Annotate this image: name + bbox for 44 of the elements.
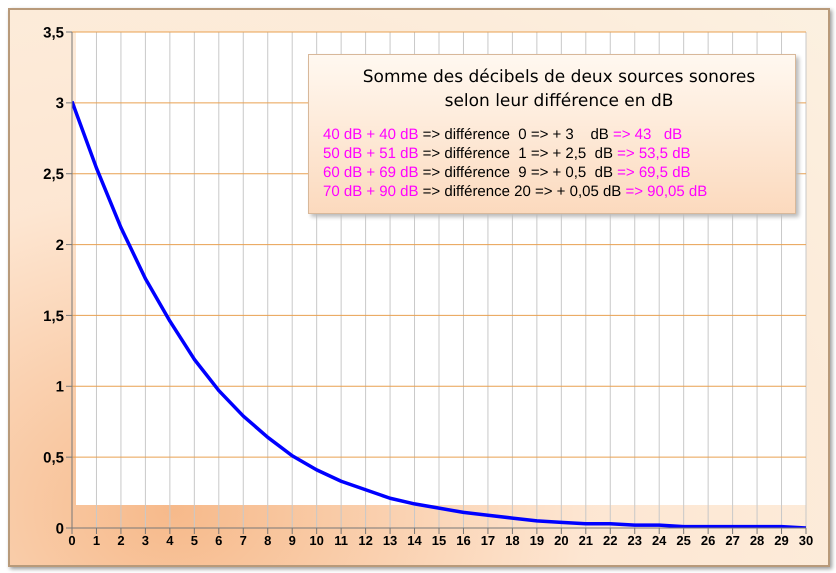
x-tick-label: 5 (190, 533, 198, 548)
x-tick-label: 19 (530, 533, 544, 548)
x-tick-label: 13 (382, 533, 398, 548)
y-tick-label: 1,5 (43, 308, 64, 325)
chart-title: Somme des décibels de deux sources sonores selon leur différence en dB (362, 67, 756, 111)
x-tick-label: 1 (92, 533, 100, 548)
x-tick-label: 4 (166, 533, 174, 548)
y-tick-label: 1 (56, 378, 64, 396)
x-tick-label: 7 (240, 533, 247, 548)
x-tick-label: 11 (334, 533, 348, 548)
x-tick-label: 3 (142, 533, 150, 548)
annotation: 70 dB + 90 dB => différence 20 => + 0,05 dB => 90,05 dB (323, 183, 708, 200)
annotation: 40 dB + 40 dB => différence 0 => + 3 dB => 43 dB (323, 126, 682, 143)
x-tick-label: 14 (407, 533, 423, 548)
x-tick-label: 12 (358, 533, 373, 548)
y-tick-label: 2 (56, 236, 64, 254)
x-tick-label: 15 (432, 533, 446, 548)
y-tick-label: 3 (56, 95, 64, 112)
x-tick-label: 30 (798, 533, 814, 548)
x-tick-label: 10 (309, 533, 324, 548)
annotation: 60 dB + 69 dB => différence 9 => + 0,5 dB => 69,5 dB (323, 164, 691, 181)
x-tick-label: 24 (652, 533, 668, 548)
x-tick-label: 8 (264, 533, 272, 548)
x-tick-label: 27 (725, 533, 740, 548)
x-tick-label: 20 (554, 533, 569, 548)
x-tick-label: 2 (117, 533, 125, 548)
y-tick-label: 3,5 (43, 24, 64, 42)
annotation: 50 dB + 51 dB => différence 1 => + 2,5 dB => 53,5 dB (323, 145, 691, 162)
x-tick-label: 23 (628, 533, 642, 548)
x-tick-label: 0 (68, 533, 76, 548)
x-tick-label: 29 (774, 533, 789, 548)
x-tick-label: 22 (603, 533, 618, 548)
x-tick-label: 16 (456, 533, 471, 548)
x-tick-label: 18 (505, 533, 520, 548)
x-tick-label: 9 (288, 533, 296, 548)
x-tick-label: 6 (215, 533, 222, 548)
x-tick-label: 28 (750, 533, 764, 548)
y-tick-label: 0,5 (43, 449, 64, 466)
x-tick-label: 21 (578, 533, 594, 548)
x-tick-label: 25 (676, 533, 691, 548)
y-tick-label: 0 (56, 520, 64, 538)
x-tick-label: 17 (480, 533, 496, 548)
y-tick-label: 2,5 (43, 166, 64, 184)
x-tick-label: 26 (700, 533, 716, 548)
